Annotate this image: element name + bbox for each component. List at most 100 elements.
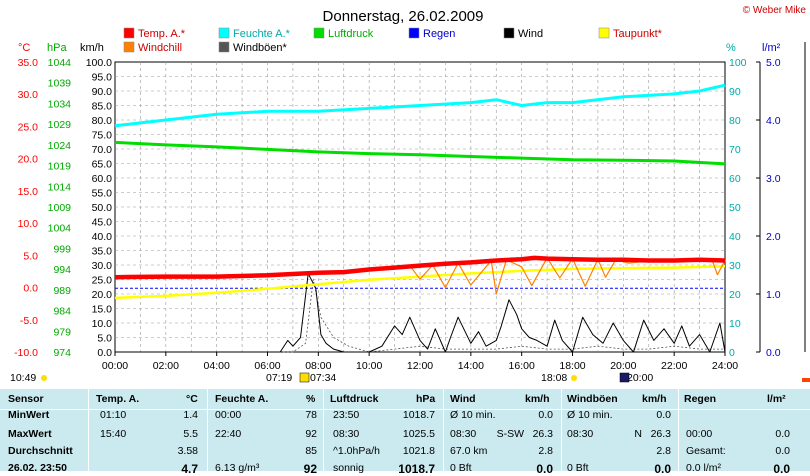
pressure-time: 08:30: [333, 428, 360, 440]
row-label: Durchschnitt: [8, 445, 73, 457]
x-tick-label: 20:00: [610, 360, 636, 372]
gust-value: 0.0: [654, 462, 671, 476]
sunrise-icon: [299, 372, 310, 383]
wind-axis-unit: km/h: [80, 42, 104, 54]
pressure-tick-label: 994: [53, 264, 71, 276]
legend-swatch: [313, 27, 325, 39]
pressure-tick-label: 1034: [48, 98, 72, 110]
pressure-time: ^1.0hPa/h: [333, 445, 380, 457]
pressure-tick-label: 1019: [48, 161, 72, 173]
humidity-tick-label: 30: [729, 260, 741, 272]
wind-value: 0.0: [538, 409, 553, 421]
rain-info: Gesamt:: [686, 445, 726, 457]
legend-swatch: [598, 27, 610, 39]
gust-info: 0 Bft: [567, 462, 589, 474]
wind-info: Ø 10 min.: [450, 409, 496, 421]
wind-tick-label: 85.0: [92, 101, 113, 113]
wind-tick-label: 70.0: [92, 144, 113, 156]
rain-axis-unit: l/m²: [762, 42, 781, 54]
marker-sunset: 18:08: [541, 372, 567, 384]
wind-tick-label: 60.0: [92, 173, 113, 185]
header-temp: Temp. A.: [96, 393, 140, 405]
pressure-tick-label: 1014: [48, 181, 72, 193]
wind-direction: S-SW: [496, 428, 524, 440]
header-gust-unit: km/h: [642, 393, 667, 405]
series-luftdruck: [114, 140, 726, 166]
legend-swatch: [123, 27, 135, 39]
credit-text: © Weber Mike: [743, 5, 807, 16]
header-wind-unit: km/h: [525, 393, 550, 405]
x-tick-label: 16:00: [509, 360, 535, 372]
x-tick-label: 22:00: [661, 360, 687, 372]
rain-tick-label: 5.0: [766, 57, 781, 69]
legend-swatch: [408, 27, 420, 39]
header-gust: Windböen: [567, 393, 618, 405]
header-wind: Wind: [450, 393, 476, 405]
pressure-tick-label: 1029: [48, 119, 72, 131]
row-label: MinWert: [8, 409, 50, 421]
wind-tick-label: 90.0: [92, 86, 113, 98]
gust-value: 2.8: [656, 445, 671, 457]
rain-value: 0.0: [773, 462, 790, 476]
temp-axis-unit: °C: [18, 42, 30, 54]
pressure-value: 1021.8: [402, 445, 435, 457]
temp-tick-label: -5.0: [20, 315, 38, 327]
series-tempa: [114, 255, 726, 280]
legend-label: Feuchte A.*: [233, 28, 291, 40]
temp-tick-label: 5.0: [23, 250, 38, 262]
pressure-value: 1018.7: [402, 409, 435, 421]
pressure-time: 23:50: [333, 409, 360, 421]
time-markers: 10:49 07:19 07:34 18:08 20:00: [10, 372, 810, 384]
series-taupunkt: [114, 265, 726, 300]
series-feuchtea: [114, 83, 726, 128]
wind-info: 67.0 km: [450, 445, 488, 457]
rain-value: 0.0: [775, 445, 790, 457]
legend-label: Luftdruck: [328, 28, 374, 40]
wind-tick-label: 80.0: [92, 115, 113, 127]
pressure-tick-label: 989: [53, 285, 71, 297]
rain-value: 0.0: [775, 428, 790, 440]
gust-info: 08:30: [567, 428, 594, 440]
legend-label: Regen: [423, 28, 455, 40]
wind-tick-label: 25.0: [92, 275, 113, 287]
temp-time: 01:10: [100, 409, 127, 421]
chart-title: Donnerstag, 26.02.2009: [323, 8, 484, 25]
temp-tick-label: 35.0: [18, 57, 39, 69]
series-layer: [114, 83, 726, 353]
rain-tick-label: 0.0: [766, 347, 781, 359]
x-tick-label: 24:00: [712, 360, 738, 372]
row-label: 26.02. 23:50: [8, 462, 67, 474]
wind-tick-label: 15.0: [92, 304, 113, 316]
wind-tick-label: 55.0: [92, 188, 113, 200]
humidity-tick-label: 0: [729, 347, 735, 359]
weather-chart: Donnerstag, 26.02.2009 © Weber Mike Temp…: [10, 5, 810, 384]
header-pressure-unit: hPa: [416, 393, 436, 405]
pressure-tick-label: 974: [53, 347, 71, 359]
column-separator: [443, 389, 444, 471]
wind-tick-label: 100.0: [86, 57, 112, 69]
wind-tick-label: 75.0: [92, 130, 113, 142]
marker-sunrise: 07:19: [266, 372, 292, 384]
marker-b: 20:00: [627, 372, 653, 384]
column-separator: [678, 389, 679, 471]
temp-tick-label: 20.0: [18, 154, 39, 166]
wind-tick-label: 5.0: [97, 333, 112, 345]
wind-value: 0.0: [536, 462, 553, 476]
pressure-tick-label: 1039: [48, 78, 72, 90]
pressure-tick-label: 1044: [48, 57, 72, 69]
pressure-value: 1018.7: [398, 462, 435, 476]
header-rain-unit: l/m²: [767, 393, 786, 405]
column-separator: [88, 389, 89, 471]
humidity-tick-label: 20: [729, 289, 741, 301]
row-label: MaxWert: [8, 428, 52, 440]
marker-a: 07:34: [310, 372, 336, 384]
x-tick-label: 08:00: [305, 360, 331, 372]
gust-value: 26.3: [650, 428, 671, 440]
wind-tick-label: 40.0: [92, 231, 113, 243]
wind-tick-label: 30.0: [92, 260, 113, 272]
column-separator: [323, 389, 324, 471]
legend-label: Temp. A.*: [138, 28, 186, 40]
axes: 35.0 30.0 25.0 20.0 15.0 10.0 5.0 0.0 -5.0 -10.0 1…: [14, 42, 806, 372]
wind-value: 2.8: [538, 445, 553, 457]
header-rain: Regen: [684, 393, 717, 405]
